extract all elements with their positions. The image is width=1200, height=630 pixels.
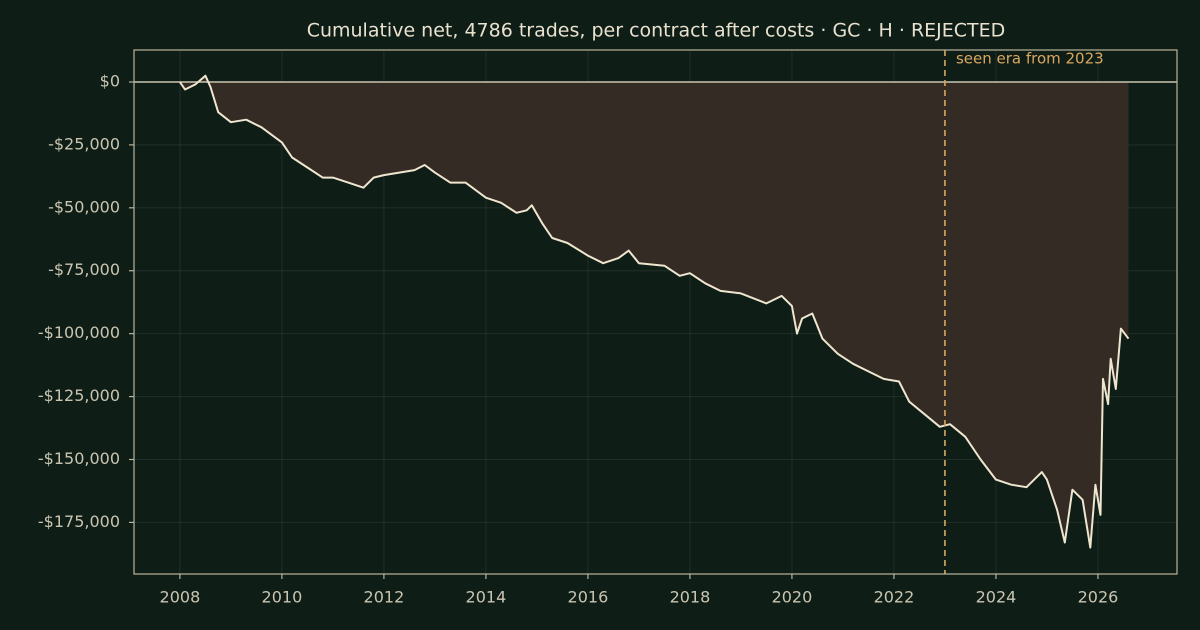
x-tick-label: 2018: [670, 588, 711, 607]
x-tick-label: 2020: [772, 588, 813, 607]
y-tick-label: -$25,000: [48, 134, 120, 153]
x-tick-label: 2012: [364, 588, 405, 607]
x-tick-label: 2014: [466, 588, 507, 607]
x-tick-label: 2024: [976, 588, 1017, 607]
y-tick-label: $0: [100, 71, 120, 90]
area-fill: [179, 75, 1129, 548]
plot-frame: [133, 49, 1178, 575]
y-tick-label: -$75,000: [48, 260, 120, 279]
y-tick-label: -$100,000: [38, 323, 120, 342]
x-tick-label: 2010: [262, 588, 303, 607]
line: [179, 74, 1130, 549]
y-tick-label: -$175,000: [38, 512, 120, 531]
x-tick-label: 2022: [874, 588, 915, 607]
era-label: seen era from 2023: [956, 50, 1104, 68]
x-tick-label: 2026: [1078, 588, 1119, 607]
y-tick-label: -$125,000: [38, 386, 120, 405]
x-tick-label: 2008: [160, 588, 201, 607]
y-tick-label: -$50,000: [48, 197, 120, 216]
chart-title: Cumulative net, 4786 trades, per contrac…: [307, 20, 1006, 42]
y-tick-label: -$150,000: [38, 449, 120, 468]
x-tick-label: 2016: [568, 588, 609, 607]
